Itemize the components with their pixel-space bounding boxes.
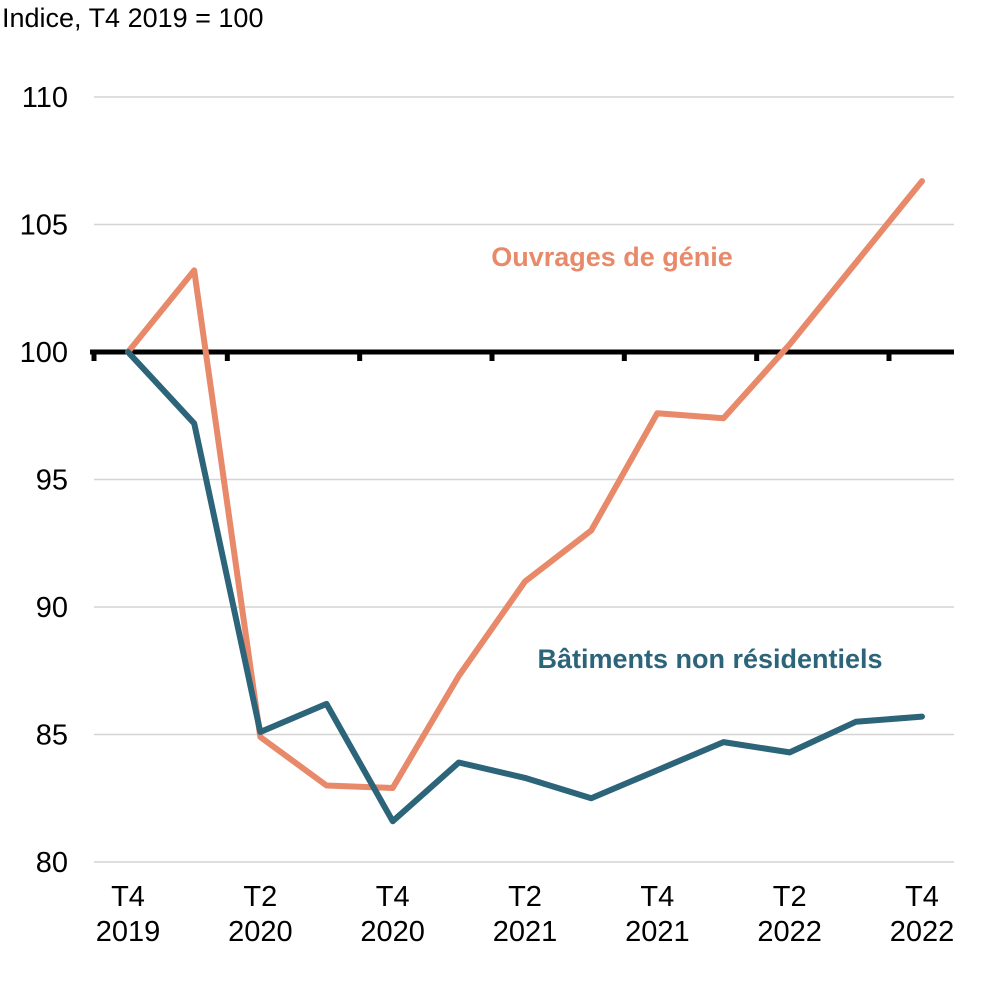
y-tick-label: 100 xyxy=(20,337,68,369)
y-tick-label: 105 xyxy=(20,210,68,242)
x-tick-label: 2020 xyxy=(228,916,293,948)
y-axis-ticks: 80 85 90 95 100 105 110 xyxy=(20,82,68,879)
y-tick-label: 90 xyxy=(36,592,68,624)
x-tick-label: 2021 xyxy=(493,916,558,948)
x-tick-label: 2022 xyxy=(890,916,955,948)
x-tick-label: T4 xyxy=(111,881,145,913)
series-line-0 xyxy=(125,178,925,791)
gridlines xyxy=(94,96,954,863)
x-tick-label: 2020 xyxy=(360,916,425,948)
y-tick-label: 110 xyxy=(22,82,68,114)
series-lines xyxy=(125,178,925,825)
y-tick-label: 95 xyxy=(36,465,68,497)
y-tick-label: 85 xyxy=(36,720,68,752)
series-label-ouvrages-de-genie: Ouvrages de génie xyxy=(491,242,733,272)
unit-label: Indice, T4 2019 = 100 xyxy=(2,3,263,33)
y-tick-label: 80 xyxy=(36,847,68,879)
x-axis-ticks: T42019T22020T42020T22021T42021T22022T420… xyxy=(96,881,955,948)
x-tick-label: T4 xyxy=(905,881,939,913)
x-tick-label: T2 xyxy=(508,881,542,913)
series-label-batiments-non-residentiels: Bâtiments non résidentiels xyxy=(537,644,882,674)
x-tick-label: T4 xyxy=(640,881,674,913)
x-tick-label: 2021 xyxy=(625,916,690,948)
x-tick-label: T4 xyxy=(376,881,410,913)
x-tick-label: 2019 xyxy=(96,916,161,948)
reference-line-group xyxy=(90,349,954,361)
x-tick-label: 2022 xyxy=(757,916,822,948)
x-tick-label: T2 xyxy=(773,881,807,913)
x-tick-label: T2 xyxy=(243,881,277,913)
series-line-1 xyxy=(125,349,925,825)
